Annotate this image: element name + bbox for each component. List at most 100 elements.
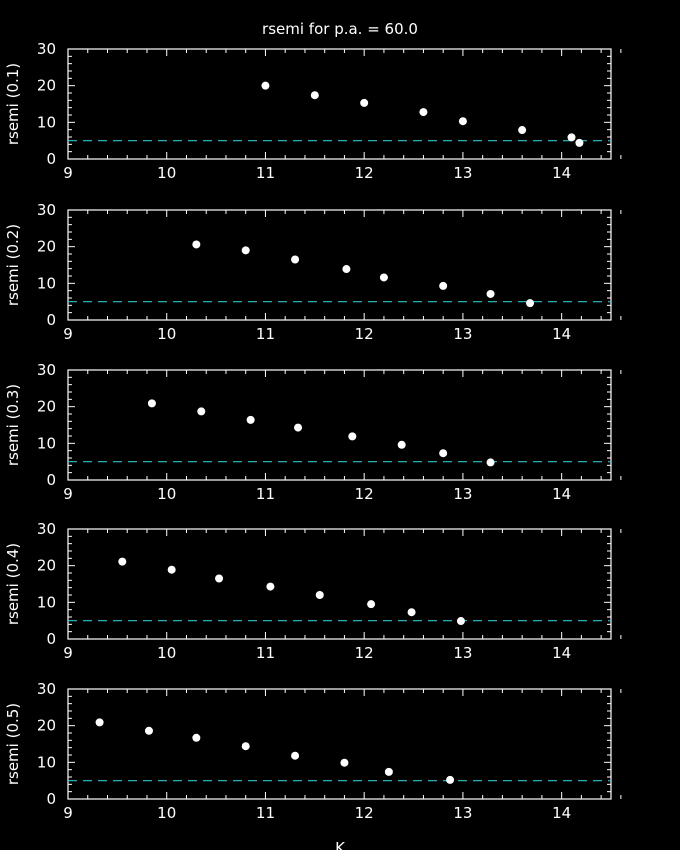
x-tick-label: 11 — [256, 644, 275, 662]
y-tick-label: 10 — [37, 593, 56, 611]
panel-4: 9 10 11 12 13 14 0 10 20 30 rsemi (0.4) — [4, 520, 622, 662]
data-point — [95, 718, 104, 727]
y-tick-label: 30 — [37, 680, 56, 698]
y-tick-label: 30 — [37, 520, 56, 538]
x-tick-label: 9 — [63, 485, 73, 503]
data-point — [379, 273, 388, 282]
x-tick-label: 9 — [63, 325, 73, 343]
data-point — [241, 742, 250, 751]
x-tick-label: 14 — [552, 644, 571, 662]
panel-5: 9 10 11 12 13 14 0 10 20 30 rsemi (0.5) — [4, 680, 622, 822]
y-tick-label: 20 — [37, 717, 56, 735]
data-point — [575, 138, 584, 147]
panel-frame — [67, 688, 612, 800]
data-point — [458, 117, 467, 126]
y-axis-label: rsemi (0.1) — [4, 63, 22, 145]
x-tick-label: 14 — [552, 485, 571, 503]
y-tick-label: 20 — [37, 238, 56, 256]
x-tick-label: 11 — [256, 804, 275, 822]
x-tick-label: 12 — [355, 644, 374, 662]
x-tick-label: 10 — [157, 485, 176, 503]
x-tick-label: 11 — [256, 325, 275, 343]
data-point — [118, 557, 127, 566]
data-point — [294, 423, 303, 432]
y-tick-label: 0 — [46, 150, 56, 168]
data-point — [291, 255, 300, 264]
x-tick-label: 13 — [453, 804, 472, 822]
data-point — [340, 758, 349, 767]
data-point — [486, 289, 495, 298]
y-tick-label: 0 — [46, 471, 56, 489]
panel-frame — [67, 209, 612, 321]
y-tick-label: 30 — [37, 201, 56, 219]
data-point — [486, 458, 495, 467]
x-tick-label: 12 — [355, 325, 374, 343]
x-tick-label: 14 — [552, 804, 571, 822]
y-axis-label: rsemi (0.2) — [4, 224, 22, 306]
y-tick-label: 20 — [37, 557, 56, 575]
data-point — [439, 281, 448, 290]
x-tick-label: 13 — [453, 164, 472, 182]
data-point — [384, 767, 393, 776]
y-tick-label: 30 — [37, 361, 56, 379]
x-tick-label: 10 — [157, 804, 176, 822]
y-axis-label: rsemi (0.3) — [4, 384, 22, 466]
x-tick-label: 12 — [355, 164, 374, 182]
data-point — [192, 240, 201, 249]
data-point — [315, 591, 324, 599]
x-tick-label: 13 — [453, 644, 472, 662]
data-point — [348, 432, 357, 441]
x-tick-label: 10 — [157, 644, 176, 662]
y-tick-label: 20 — [37, 398, 56, 416]
x-tick-label: 9 — [63, 644, 73, 662]
data-point — [215, 574, 224, 583]
data-point — [192, 733, 201, 742]
data-point — [266, 582, 275, 591]
y-tick-label: 20 — [37, 77, 56, 95]
data-point — [407, 608, 416, 617]
x-tick-label: 9 — [63, 164, 73, 182]
panel-frame — [67, 48, 612, 160]
data-point — [456, 617, 465, 626]
x-tick-label: 13 — [453, 325, 472, 343]
panel-frame — [67, 528, 612, 640]
y-tick-label: 10 — [37, 434, 56, 452]
data-point — [419, 108, 428, 117]
data-point — [291, 751, 300, 760]
y-tick-label: 10 — [37, 274, 56, 292]
x-axis-label: K — [335, 839, 346, 850]
data-point — [397, 440, 406, 449]
y-axis-label: rsemi (0.5) — [4, 703, 22, 785]
data-point — [197, 407, 206, 416]
data-point — [446, 775, 455, 784]
x-tick-label: 13 — [453, 485, 472, 503]
data-point — [310, 91, 319, 100]
data-point — [439, 449, 448, 458]
panel-2: 9 10 11 12 13 14 0 10 20 30 rsemi (0.2) — [4, 201, 622, 343]
chart-title: rsemi for p.a. = 60.0 — [262, 20, 418, 38]
y-tick-label: 0 — [46, 790, 56, 808]
data-point — [367, 600, 376, 609]
data-point — [342, 265, 351, 274]
data-point — [526, 299, 535, 308]
data-point — [518, 126, 527, 135]
data-point — [261, 81, 270, 90]
data-point — [567, 133, 576, 142]
x-tick-label: 10 — [157, 164, 176, 182]
x-tick-label: 11 — [256, 164, 275, 182]
y-axis-label: rsemi (0.4) — [4, 543, 22, 625]
x-tick-label: 14 — [552, 325, 571, 343]
x-tick-label: 9 — [63, 804, 73, 822]
panel-frame — [67, 369, 612, 481]
data-point — [147, 399, 156, 408]
x-tick-label: 10 — [157, 325, 176, 343]
x-tick-label: 14 — [552, 164, 571, 182]
x-tick-label: 12 — [355, 804, 374, 822]
y-tick-label: 0 — [46, 630, 56, 648]
data-point — [246, 415, 255, 424]
y-tick-label: 30 — [37, 40, 56, 58]
y-tick-label: 10 — [37, 753, 56, 771]
data-point — [167, 565, 176, 574]
